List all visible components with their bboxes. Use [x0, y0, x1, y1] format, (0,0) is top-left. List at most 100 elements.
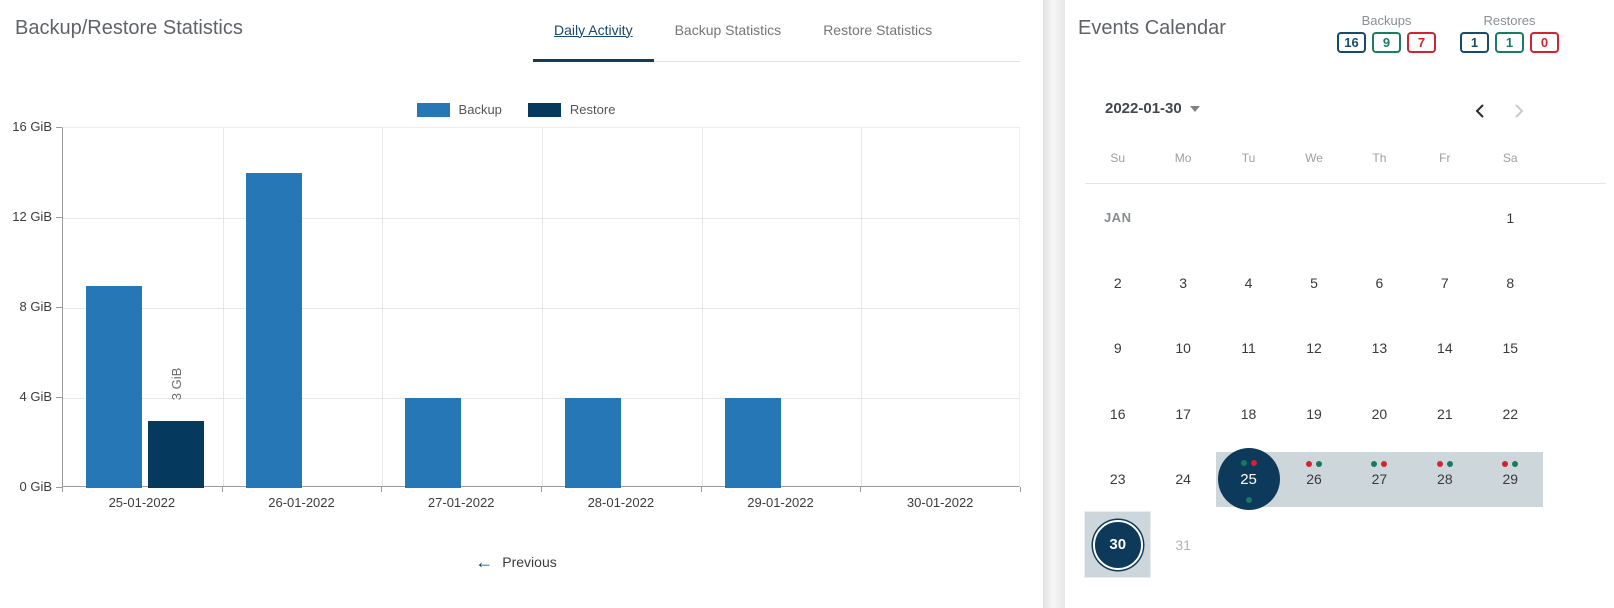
y-tick-label: 0 GiB — [19, 479, 52, 494]
bar-backup-29-01-2022 — [724, 398, 781, 488]
count-badge[interactable]: 1 — [1460, 32, 1489, 53]
calendar-day-4[interactable]: 4 — [1216, 250, 1281, 315]
calendar-day-24[interactable]: 24 — [1150, 447, 1215, 512]
previous-button-label: Previous — [502, 554, 557, 570]
green-event-dot-icon — [1240, 460, 1247, 467]
calendar-day-25[interactable]: 25 — [1216, 447, 1281, 512]
calendar-day-19[interactable]: 19 — [1281, 381, 1346, 446]
calendar-cell-empty — [1150, 185, 1215, 250]
tab-restore-statistics[interactable]: Restore Statistics — [823, 21, 933, 38]
calendar-title: Events Calendar — [1078, 17, 1226, 39]
day-number: 5 — [1310, 275, 1318, 292]
badge-row: 16 9 7 — [1337, 32, 1436, 53]
red-event-dot-icon — [1250, 460, 1257, 467]
day-number: 18 — [1240, 405, 1257, 422]
calendar-day-9[interactable]: 9 — [1085, 316, 1150, 381]
counter-label: Restores — [1483, 13, 1536, 28]
statistics-panel: Backup/Restore Statistics Daily Activity… — [0, 0, 1043, 608]
count-badge[interactable]: 1 — [1495, 32, 1524, 53]
x-tick-label: 26-01-2022 — [268, 495, 335, 510]
y-tick-mark — [56, 487, 62, 488]
calendar-day-30[interactable]: 30 — [1083, 510, 1152, 579]
chevron-left-icon[interactable] — [1467, 98, 1493, 124]
events-calendar-panel: Events Calendar Backups 16 9 7 Restores 1 1 0 2… — [1065, 0, 1614, 608]
gridline-x — [222, 128, 224, 486]
calendar-day-1[interactable]: 1 — [1478, 185, 1543, 250]
date-selector[interactable]: 2022-01-30 — [1105, 100, 1200, 117]
x-tick-label: 28-01-2022 — [587, 495, 655, 510]
x-tick-label: 30-01-2022 — [906, 495, 974, 510]
y-tick-mark — [56, 127, 62, 128]
calendar-cell-empty — [1412, 185, 1477, 250]
calendar-day-2[interactable]: 2 — [1085, 250, 1150, 315]
calendar-cell-empty — [1412, 512, 1477, 577]
weekday-fr: Fr — [1439, 151, 1451, 165]
day-number: 2 — [1113, 275, 1122, 292]
calendar-day-13[interactable]: 13 — [1347, 316, 1412, 381]
count-badge[interactable]: 16 — [1337, 32, 1366, 53]
day-number: 17 — [1175, 405, 1191, 422]
calendar-cell-empty — [1216, 185, 1281, 250]
day-number: 9 — [1113, 340, 1122, 357]
count-badge[interactable]: 7 — [1407, 32, 1436, 53]
y-tick-label: 16 GiB — [12, 119, 52, 134]
calendar-day-14[interactable]: 14 — [1412, 316, 1477, 381]
tab-backup-statistics[interactable]: Backup Statistics — [674, 21, 782, 38]
day-number: 22 — [1502, 405, 1519, 422]
calendar-day-5[interactable]: 5 — [1281, 250, 1346, 315]
gridline-x — [701, 128, 703, 486]
day-number: 15 — [1502, 340, 1519, 357]
event-dots — [1305, 460, 1322, 467]
calendar-day-28[interactable]: 28 — [1412, 447, 1477, 512]
gridline-x — [382, 128, 384, 486]
calendar-day-15[interactable]: 15 — [1478, 316, 1543, 381]
calendar-day-27[interactable]: 27 — [1347, 447, 1412, 512]
legend-item-restore[interactable]: Restore — [527, 102, 615, 117]
calendar-day-23[interactable]: 23 — [1085, 447, 1150, 512]
page-title: Backup/Restore Statistics — [15, 17, 243, 39]
day-number: 3 — [1179, 275, 1188, 292]
x-tick-mark — [860, 487, 862, 492]
calendar-grid: JAN 1 2 3 4 5 6 7 8 9 10 11 12 13 14 15 16 17 18 19 20 21 22 23… — [1083, 185, 1543, 579]
calendar-day-20[interactable]: 20 — [1347, 381, 1412, 446]
event-day-circle: 25 — [1217, 448, 1280, 511]
calendar-cell-empty — [1347, 185, 1412, 250]
red-event-dot-icon — [1381, 460, 1388, 467]
event-dots — [1436, 460, 1453, 467]
calendar-day-17[interactable]: 17 — [1150, 381, 1215, 446]
calendar-day-11[interactable]: 11 — [1216, 316, 1281, 381]
calendar-day-6[interactable]: 6 — [1347, 250, 1412, 315]
calendar-day-26[interactable]: 26 — [1281, 447, 1346, 512]
x-tick-mark — [62, 487, 63, 492]
calendar-day-21[interactable]: 21 — [1412, 381, 1477, 446]
x-tick-mark — [221, 487, 223, 492]
calendar-day-16[interactable]: 16 — [1085, 381, 1150, 446]
weekday-su: Su — [1110, 151, 1126, 165]
calendar-day-31[interactable]: 31 — [1150, 512, 1215, 577]
count-badge[interactable]: 0 — [1530, 32, 1559, 53]
date-selector-value: 2022-01-30 — [1105, 100, 1182, 117]
calendar-cell-empty — [1216, 512, 1281, 577]
calendar-day-8[interactable]: 8 — [1478, 250, 1543, 315]
count-badge[interactable]: 9 — [1372, 32, 1401, 53]
calendar-day-10[interactable]: 10 — [1150, 316, 1215, 381]
event-dots — [1240, 460, 1257, 467]
day-number: 24 — [1175, 471, 1191, 488]
calendar-day-29[interactable]: 29 — [1478, 447, 1543, 512]
gridline-y — [63, 398, 1019, 399]
calendar-day-22[interactable]: 22 — [1478, 381, 1543, 446]
bar-backup-25-01-2022 — [86, 285, 142, 488]
legend-item-backup[interactable]: Backup — [416, 102, 502, 117]
calendar-day-7[interactable]: 7 — [1412, 250, 1477, 315]
previous-button[interactable]: ← Previous — [475, 553, 556, 571]
tabs: Daily Activity Backup Statistics Restore S… — [533, 0, 953, 62]
day-number: 31 — [1175, 536, 1191, 553]
calendar-day-12[interactable]: 12 — [1281, 316, 1346, 381]
calendar-day-3[interactable]: 3 — [1150, 250, 1215, 315]
calendar-day-18[interactable]: 18 — [1216, 381, 1281, 446]
green-event-dot-icon — [1446, 460, 1453, 467]
tab-daily-activity[interactable]: Daily Activity — [533, 0, 654, 62]
chevron-right-icon[interactable] — [1506, 98, 1532, 124]
month-label-text: JAN — [1103, 210, 1132, 226]
y-tick-mark — [56, 397, 62, 398]
